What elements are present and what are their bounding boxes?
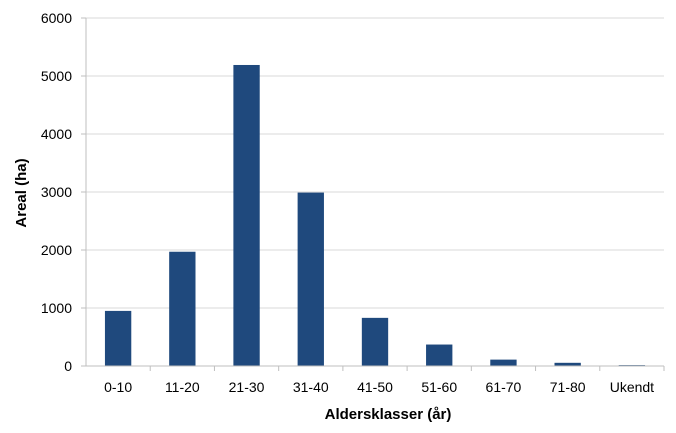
- y-tick-label: 1000: [41, 300, 72, 316]
- bars: [104, 64, 646, 366]
- x-tick-label: Ukendt: [610, 379, 654, 395]
- bar-41-50: [361, 317, 389, 366]
- x-tick-labels: 0-10 11-20 21-30 31-40 41-50 51-60 61-70 71-80 U…: [104, 379, 654, 395]
- x-tick-label: 0-10: [104, 379, 132, 395]
- x-tick-label: 61-70: [486, 379, 522, 395]
- y-tick-label: 2000: [41, 242, 72, 258]
- y-tick-label: 0: [64, 358, 72, 374]
- bar-31-40: [297, 192, 324, 366]
- gridlines: [86, 17, 664, 309]
- bar-51-60: [426, 344, 453, 366]
- bar-11-20: [169, 251, 196, 366]
- bar-61-70: [490, 359, 517, 366]
- x-tick-label: 71-80: [550, 379, 586, 395]
- bar-0-10: [104, 310, 132, 366]
- y-tick-labels: 0 1000 2000 3000 4000 5000 6000: [41, 10, 72, 374]
- y-axis-title: Areal (ha): [13, 158, 30, 227]
- x-tick-label: 51-60: [421, 379, 457, 395]
- y-tick-label: 6000: [41, 10, 72, 26]
- bar-71-80: [554, 362, 581, 366]
- axes: [81, 17, 665, 371]
- y-tick-label: 3000: [41, 184, 72, 200]
- bar-21-30: [233, 64, 260, 366]
- x-tick-label: 21-30: [229, 379, 265, 395]
- y-tick-label: 5000: [41, 68, 72, 84]
- x-tick-label: 11-20: [165, 379, 200, 395]
- x-tick-label: 41-50: [357, 379, 393, 395]
- x-axis-title: Aldersklasser (år): [325, 406, 452, 423]
- y-tick-label: 4000: [41, 126, 72, 142]
- x-tick-label: 31-40: [293, 379, 329, 395]
